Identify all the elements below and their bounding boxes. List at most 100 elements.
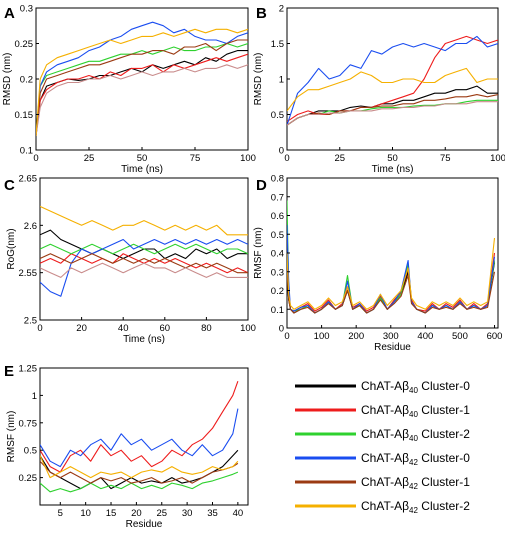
y-tick-label: 1 — [32, 391, 37, 402]
x-tick-label: 15 — [106, 508, 117, 519]
series-line-d-5 — [287, 237, 496, 310]
panel-letter-b: B — [256, 5, 267, 22]
y-axis-label: RoG(nm) — [6, 228, 17, 269]
panel-letter-e: E — [4, 363, 14, 380]
series-line-e-3 — [40, 408, 239, 468]
x-tick-label: 20 — [76, 323, 87, 334]
plot-frame — [286, 7, 499, 151]
y-tick-label: 0.2 — [271, 286, 284, 297]
x-tick-label: 40 — [118, 323, 129, 334]
x-tick-label: 300 — [383, 331, 399, 342]
x-tick-label: 0 — [37, 323, 42, 334]
y-tick-label: 1 — [279, 75, 284, 86]
series-line-d-4 — [287, 271, 496, 314]
plot-frame — [39, 367, 249, 506]
legend-label: ChAT-Aβ42 Cluster-2 — [361, 499, 470, 515]
chart-panel-e: 5 10 15 20 25 30 35 40 0.25 0.5 0.75 1 1.25 Residue RM… — [6, 364, 249, 530]
x-tick-label: 10 — [80, 508, 91, 519]
x-tick-label: 25 — [334, 153, 345, 164]
x-tick-label: 0 — [33, 153, 38, 164]
series-line-a-6 — [36, 28, 248, 136]
y-tick-label: 0.25 — [19, 473, 38, 484]
panel-letter-c: C — [4, 177, 15, 194]
legend-label: ChAT-Aβ42 Cluster-0 — [361, 451, 470, 467]
series-line-b-6 — [287, 67, 498, 112]
x-tick-label: 50 — [137, 153, 148, 164]
y-tick-label: 0.5 — [271, 230, 284, 241]
series-line-a-5 — [36, 64, 248, 136]
x-tick-label: 100 — [490, 153, 505, 164]
x-axis-label: Residue — [374, 342, 411, 353]
series-line-a-4 — [36, 39, 248, 136]
y-tick-label: 2.5 — [24, 316, 37, 327]
y-tick-label: 0.3 — [271, 267, 284, 278]
x-axis-label: Time (ns) — [121, 164, 163, 175]
x-tick-label: 100 — [240, 323, 256, 334]
x-tick-label: 75 — [440, 153, 451, 164]
chart-panel-d: 0 100 200 300 400 500 600 0 0.1 0.2 0.3 0.4 0.5 0.6 0.… — [253, 174, 502, 354]
y-axis-label: RMSF (nm) — [6, 411, 17, 463]
x-tick-label: 60 — [160, 323, 171, 334]
x-tick-label: 400 — [417, 331, 433, 342]
x-tick-label: 35 — [207, 508, 218, 519]
x-tick-label: 200 — [348, 331, 364, 342]
series-line-a-1 — [36, 53, 248, 136]
y-tick-label: 0.7 — [271, 192, 284, 203]
chart-panel-b: 0 25 50 75 100 0 0.5 1 1.5 2 Time (ns) RMSD (nm) — [253, 4, 505, 176]
legend: ChAT-Aβ40 Cluster-0 ChAT-Aβ40 Cluster-1 Ch… — [295, 379, 470, 515]
legend-item: ChAT-Aβ42 Cluster-1 — [295, 475, 470, 491]
series-line-e-4 — [40, 460, 239, 484]
x-axis-label: Time (ns) — [123, 334, 165, 345]
series-line-b-4 — [287, 94, 498, 126]
series-line-b-0 — [287, 85, 498, 126]
y-tick-label: 0 — [279, 146, 284, 157]
legend-item: ChAT-Aβ40 Cluster-0 — [295, 379, 470, 395]
x-tick-label: 25 — [156, 508, 167, 519]
y-tick-label: 0.6 — [271, 211, 284, 222]
y-tick-label: 2.55 — [19, 268, 38, 279]
chart-panel-a: 0 25 50 75 100 0.1 0.15 0.2 0.25 0.3 Time (ns) RMSD… — [2, 4, 256, 176]
panel-letter-d: D — [256, 177, 267, 194]
series-line-c-6 — [40, 205, 248, 236]
series-line-a-3 — [36, 21, 248, 136]
series-line-c-4 — [40, 253, 248, 274]
y-tick-label: 0.15 — [15, 110, 34, 121]
series-line-a-0 — [36, 50, 248, 136]
series-line-e-1 — [40, 381, 239, 473]
x-tick-label: 50 — [387, 153, 398, 164]
y-tick-label: 2.65 — [19, 174, 38, 185]
series-line-d-3 — [287, 224, 496, 314]
x-tick-label: 600 — [487, 331, 503, 342]
y-tick-label: 0.8 — [271, 174, 284, 185]
legend-label: ChAT-Aβ40 Cluster-0 — [361, 379, 470, 395]
y-tick-label: 0.5 — [271, 110, 284, 121]
legend-label: ChAT-Aβ42 Cluster-1 — [361, 475, 470, 491]
legend-item: ChAT-Aβ40 Cluster-1 — [295, 403, 470, 419]
y-axis-label: RMSD (nm) — [2, 53, 13, 106]
x-tick-label: 25 — [84, 153, 95, 164]
series-line-c-5 — [40, 262, 248, 278]
y-tick-label: 0 — [279, 324, 284, 335]
x-tick-label: 75 — [190, 153, 201, 164]
y-tick-label: 0.25 — [15, 39, 34, 50]
series-line-b-3 — [287, 35, 498, 126]
series-line-c-3 — [40, 238, 248, 297]
chart-panel-c: 0 20 40 60 80 100 2.5 2.55 2.6 2.65 Time (ns) RoG(n… — [6, 174, 256, 346]
y-tick-label: 0.75 — [19, 418, 38, 429]
x-tick-label: 30 — [182, 508, 193, 519]
legend-item: ChAT-Aβ42 Cluster-0 — [295, 451, 470, 467]
x-axis-label: Residue — [126, 519, 163, 530]
legend-label: ChAT-Aβ40 Cluster-2 — [361, 427, 470, 443]
legend-item: ChAT-Aβ42 Cluster-2 — [295, 499, 470, 515]
y-tick-label: 2 — [279, 4, 284, 15]
x-tick-label: 5 — [58, 508, 63, 519]
x-tick-label: 0 — [284, 331, 289, 342]
panel-letter-a: A — [4, 5, 15, 22]
legend-item: ChAT-Aβ40 Cluster-2 — [295, 427, 470, 443]
series-line-d-2 — [287, 200, 496, 314]
y-axis-label: RMSF (nm) — [253, 227, 264, 279]
series-line-e-5 — [40, 455, 239, 479]
y-tick-label: 0.5 — [24, 446, 37, 457]
y-tick-label: 0.4 — [271, 249, 284, 260]
